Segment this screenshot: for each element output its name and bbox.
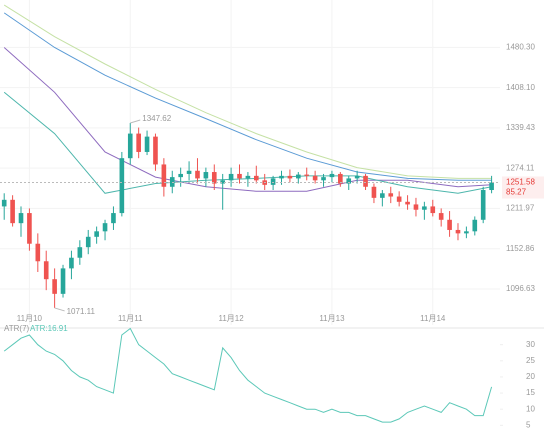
candle-body <box>127 133 133 159</box>
candle-body <box>237 173 242 179</box>
x-tick-label: 11月10 <box>17 314 43 323</box>
candle-body <box>211 172 217 184</box>
candle-body <box>287 175 293 179</box>
y-tick-label: 25 <box>526 356 535 365</box>
candle-body <box>119 158 125 214</box>
candle-body <box>480 190 486 220</box>
candle-body <box>102 223 108 232</box>
atr-line <box>3 327 493 423</box>
candle-body <box>60 268 66 294</box>
candle-body <box>169 177 175 187</box>
candle-body <box>405 201 410 205</box>
moving-average-line <box>3 4 492 179</box>
x-tick-label: 11月12 <box>218 314 244 323</box>
y-tick-label: 20 <box>526 372 535 381</box>
candle-body <box>472 219 478 232</box>
candle-body <box>489 182 494 191</box>
candle-body <box>178 173 183 178</box>
high-label: 1347.62 <box>142 114 171 123</box>
candle-body <box>380 193 385 198</box>
x-tick-label: 11月11 <box>118 314 143 323</box>
candle-body <box>270 178 276 185</box>
candle-body <box>253 175 259 181</box>
candle-body <box>203 172 209 179</box>
candle-body <box>161 164 167 187</box>
moving-average-line <box>3 12 492 181</box>
y-tick-label: 10 <box>526 404 535 413</box>
candle-body <box>430 206 436 214</box>
y-tick-label: 1211.97 <box>506 204 535 213</box>
candle-body <box>363 175 368 187</box>
last-price-box <box>502 176 544 199</box>
candle-body <box>346 178 352 184</box>
candle-body <box>422 206 427 210</box>
candle-body <box>296 174 301 179</box>
candle-body <box>304 174 310 176</box>
low-label: 1071.11 <box>67 307 96 316</box>
candle-body <box>1 199 7 207</box>
candle-body <box>27 213 32 244</box>
indicator-name: ATR(7) <box>4 324 30 333</box>
candle-body <box>77 247 83 258</box>
candle-body <box>396 196 402 202</box>
candle-body <box>10 199 15 224</box>
y-tick-label: 30 <box>526 340 535 349</box>
candle-body <box>455 229 461 234</box>
candle-body <box>464 231 469 234</box>
candle-body <box>85 236 91 248</box>
last-price-label: 1251.58 <box>506 178 535 187</box>
high-marker <box>130 119 141 124</box>
candle-body <box>321 177 326 181</box>
indicator-value: ATR:16.91 <box>30 324 68 333</box>
candle-body <box>52 279 57 294</box>
y-tick-label: 1480.30 <box>506 42 535 51</box>
y-tick-label: 1274.11 <box>506 163 535 172</box>
candle-body <box>43 261 49 280</box>
candle-body <box>94 231 99 237</box>
y-tick-label: 1339.43 <box>506 123 535 132</box>
candle-body <box>69 257 74 269</box>
secondary-price-label: 85.27 <box>506 188 527 197</box>
candle-body <box>111 213 116 224</box>
candle-body <box>195 170 200 179</box>
candle-body <box>354 175 360 179</box>
moving-average-line <box>3 47 492 192</box>
candle-body <box>438 213 444 220</box>
y-tick-label: 1152.86 <box>506 244 535 253</box>
candle-body <box>338 173 343 184</box>
x-tick-label: 11月14 <box>420 314 446 323</box>
low-marker <box>54 307 65 312</box>
candle-body <box>388 193 394 197</box>
x-tick-label: 11月13 <box>319 314 345 323</box>
candle-body <box>371 186 377 198</box>
candle-body <box>220 180 225 184</box>
candle-body <box>413 204 419 210</box>
candle-body <box>312 175 318 181</box>
candle-body <box>144 136 150 152</box>
y-tick-label: 1096.63 <box>506 284 535 293</box>
candle-body <box>153 136 158 165</box>
y-tick-label: 15 <box>526 388 535 397</box>
candle-body <box>136 133 141 152</box>
candle-body <box>35 243 41 262</box>
candle-body <box>279 175 284 179</box>
candle-body <box>18 213 24 224</box>
candle-body <box>447 219 452 230</box>
candle-body <box>329 173 335 178</box>
candle-body <box>245 175 251 179</box>
candle-body <box>228 173 234 181</box>
y-tick-label: 5 <box>526 420 531 429</box>
y-tick-label: 1408.10 <box>506 83 535 92</box>
candle-body <box>186 170 192 174</box>
